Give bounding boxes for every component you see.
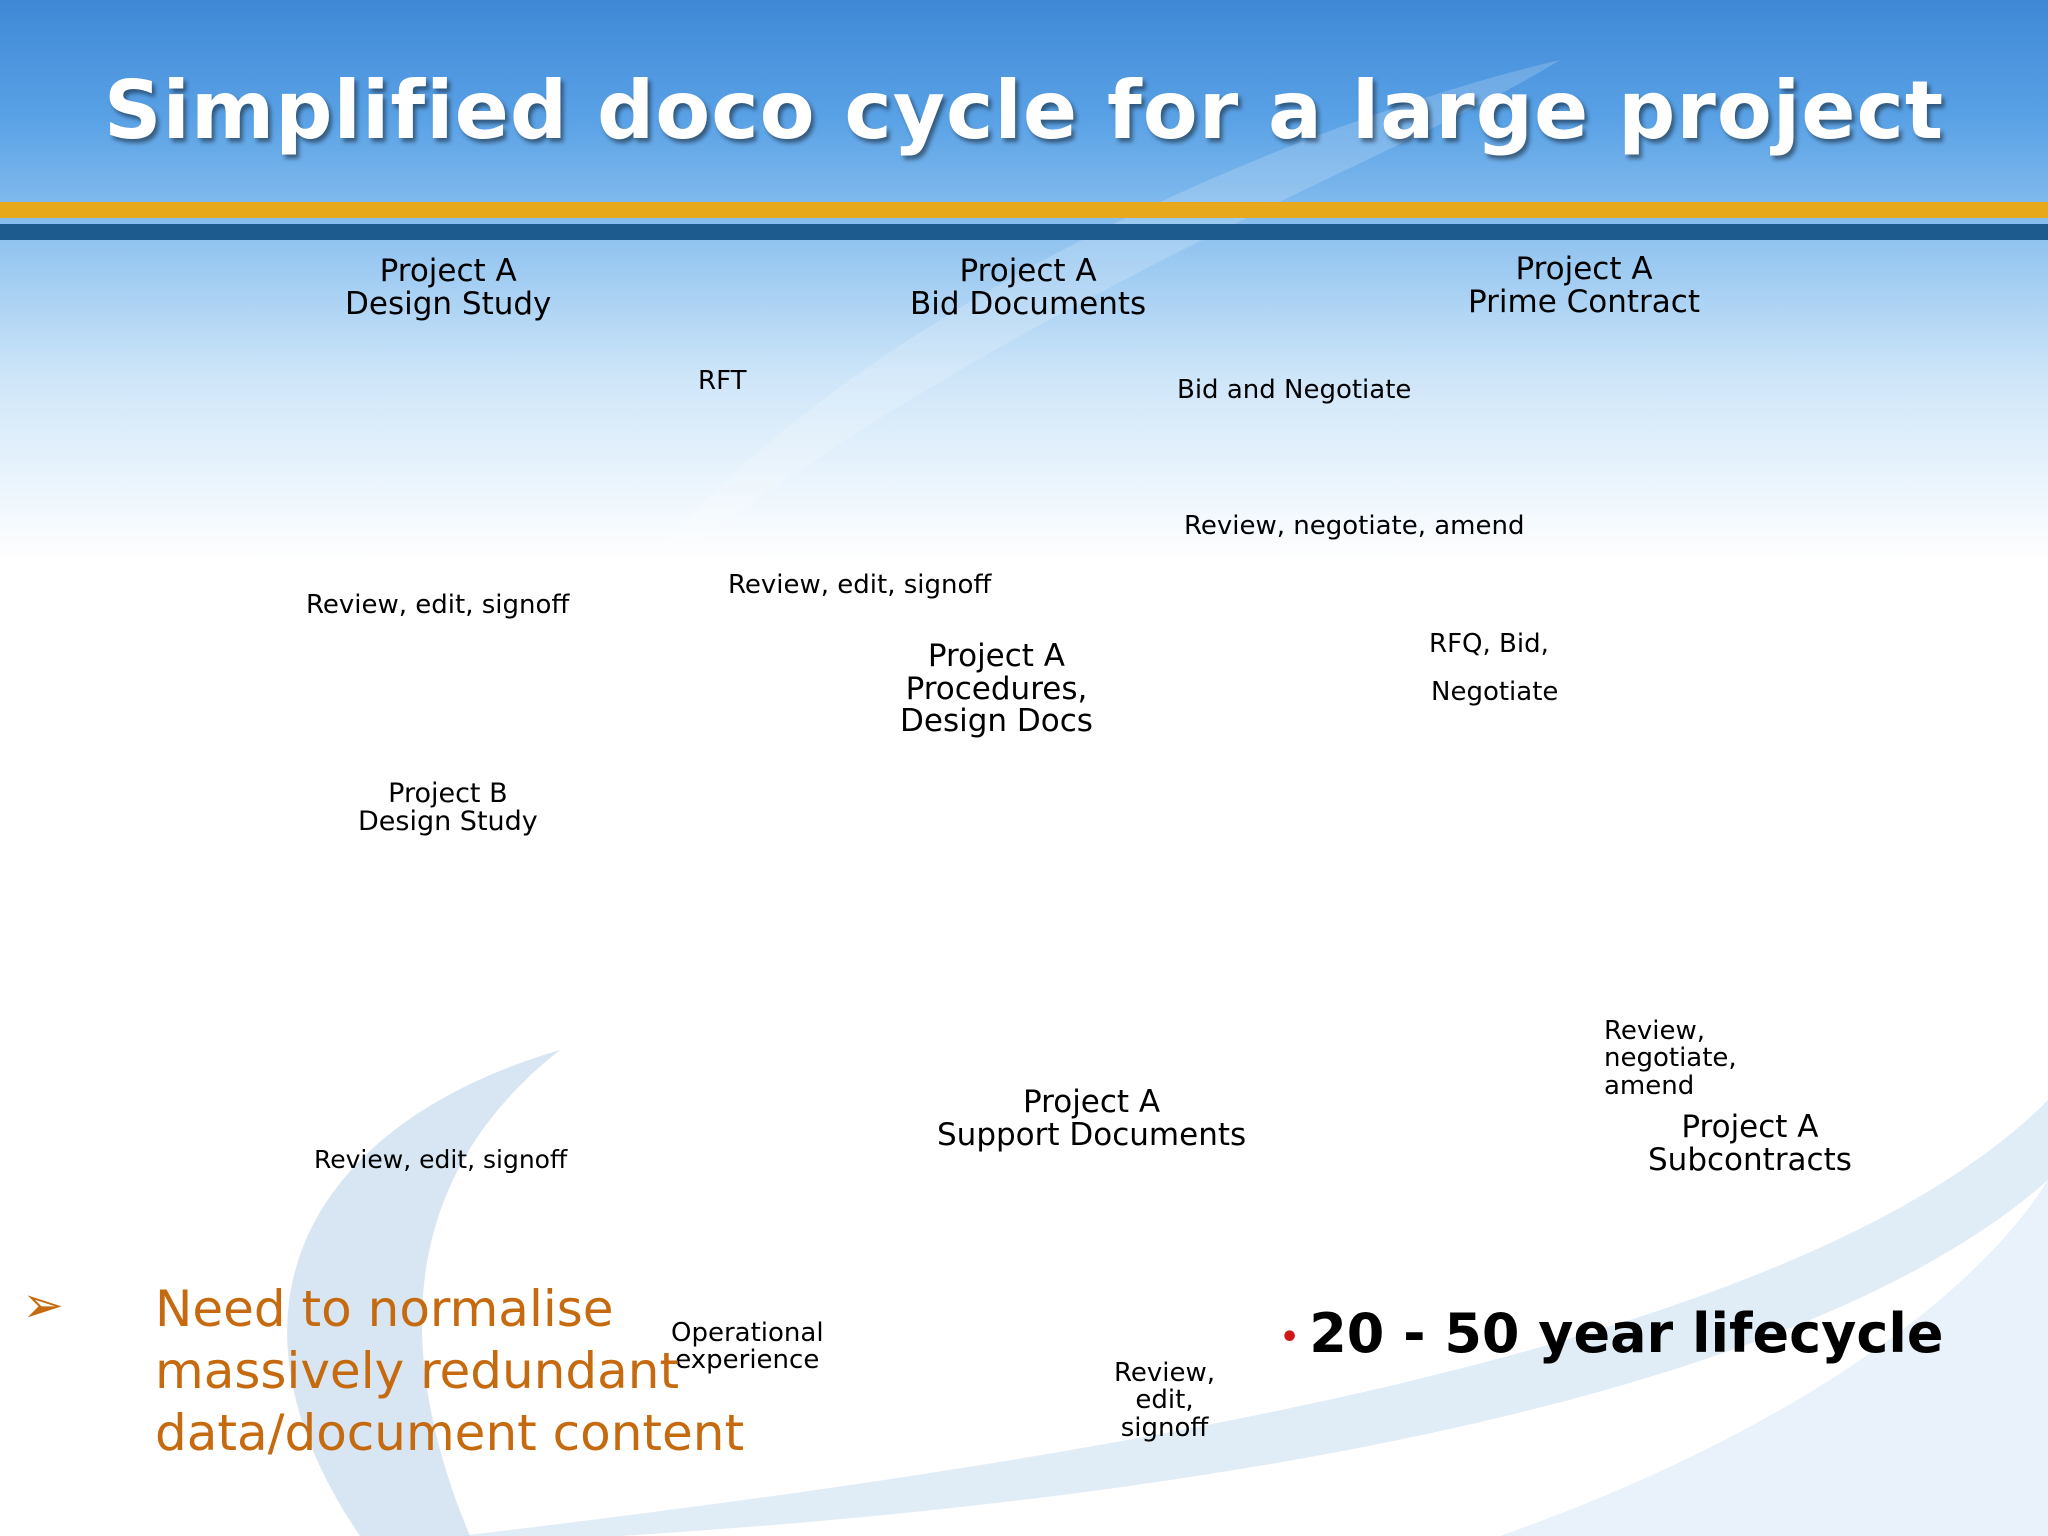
slide-title: Simplified doco cycle for a large projec…: [103, 64, 1945, 157]
edge-label-rft: RFT: [698, 366, 747, 396]
header-band-blue: [0, 224, 2048, 240]
edge-label-review-negotiate-amend: Review, negotiate, amend: [1604, 1016, 1737, 1101]
edge-label-bid-negotiate: Bid and Negotiate: [1177, 375, 1412, 405]
node-prime-contract-a: Project A Prime Contract: [1468, 251, 1700, 320]
lifecycle-bullet: • 20 - 50 year lifecycle: [1280, 1302, 1943, 1365]
edge-label-review-negotiate-amend: Review, negotiate, amend: [1184, 511, 1525, 541]
bullet-normalise-text: Need to normalise massively redundant da…: [155, 1280, 745, 1462]
node-support-documents-a: Project A Support Documents: [937, 1084, 1247, 1153]
edge-label-negotiate: Negotiate: [1431, 677, 1559, 707]
header-band-gold: [0, 202, 2048, 218]
node-procedures-a: Project A Procedures, Design Docs: [900, 638, 1093, 740]
bullet-arrow-icon: ➢: [22, 1276, 64, 1334]
edge-label-review-edit-signoff: Review, edit, signoff: [306, 590, 570, 620]
bullet-dot-icon: •: [1280, 1319, 1300, 1355]
edge-label-review-edit-signoff: Review, edit, signoff: [1114, 1358, 1216, 1443]
edge-label-operational-experience: Operational experience: [671, 1318, 824, 1376]
lifecycle-text: 20 - 50 year lifecycle: [1309, 1302, 1944, 1365]
edge-label-review-edit-signoff: Review, edit, signoff: [728, 570, 992, 600]
node-design-study-b: Project B Design Study: [358, 778, 538, 838]
node-subcontracts-a: Project A Subcontracts: [1648, 1109, 1852, 1178]
edge-label-review-edit-signoff: Review, edit, signoff: [314, 1145, 568, 1174]
node-bid-documents-a: Project A Bid Documents: [910, 253, 1147, 322]
edge-label-rfq-bid: RFQ, Bid,: [1429, 629, 1549, 659]
node-design-study-a: Project A Design Study: [345, 253, 552, 322]
